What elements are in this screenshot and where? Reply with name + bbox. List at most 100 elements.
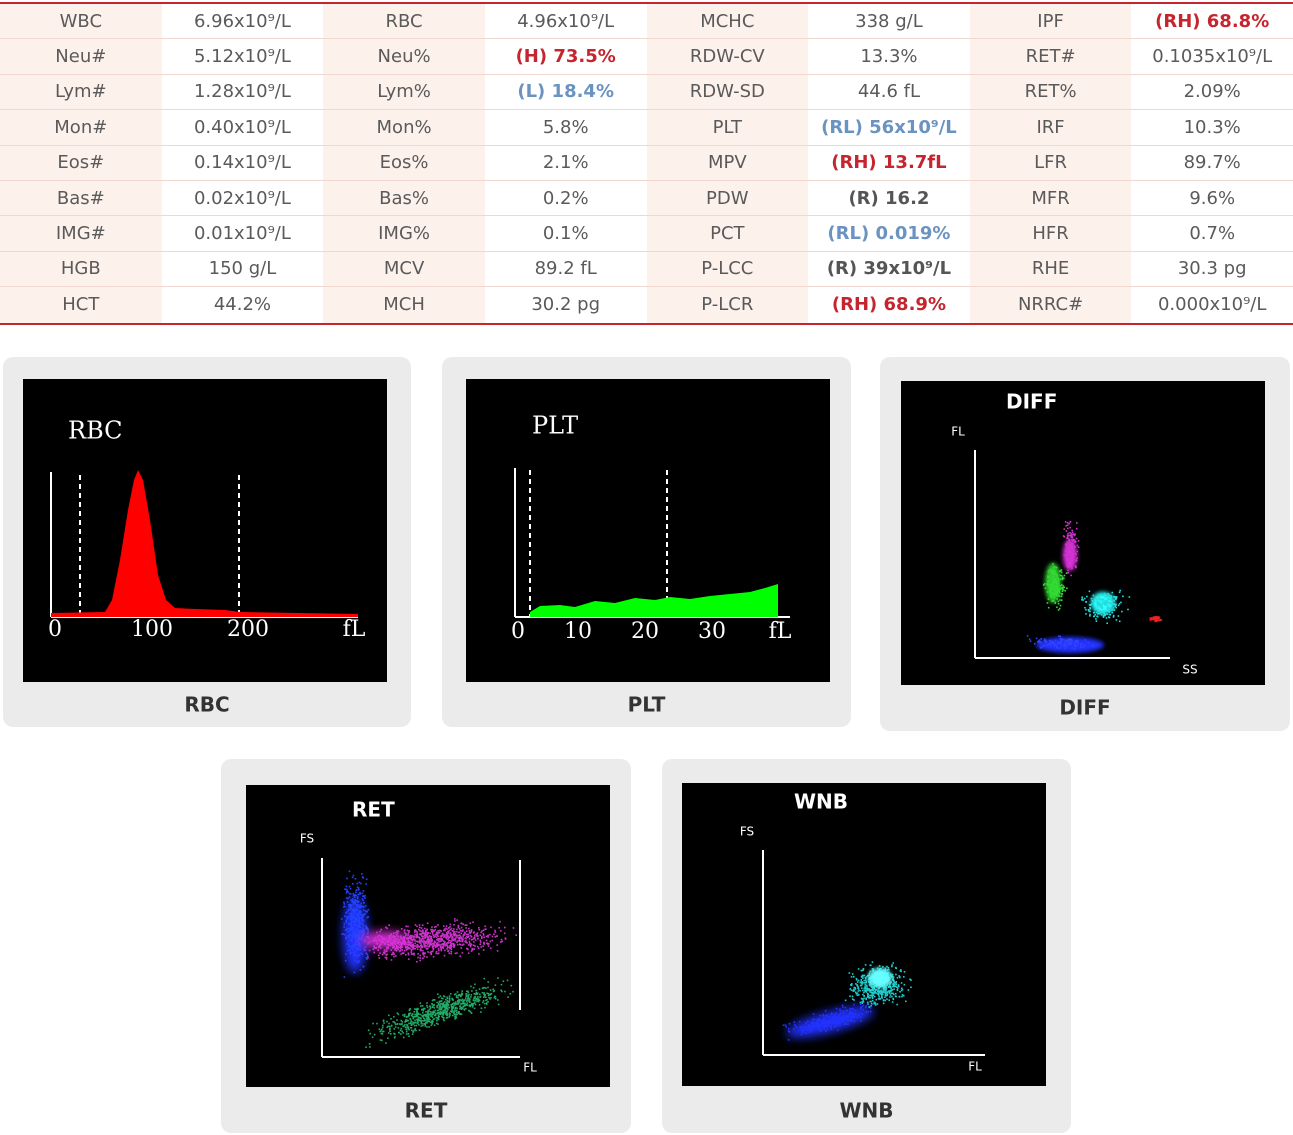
panel-caption: RET: [405, 1099, 448, 1123]
scatter-dot: [459, 999, 462, 1001]
scatter-dot: [458, 940, 460, 942]
scatter-dot: [446, 948, 448, 950]
scatter-dot: [861, 981, 864, 984]
scatter-dot: [350, 916, 352, 919]
scatter-dot: [885, 992, 888, 994]
scatter-dot: [395, 931, 397, 934]
scatter-dot: [895, 973, 897, 976]
scatter-dot: [892, 993, 895, 996]
scatter-dot: [890, 992, 893, 994]
scatter-dot: [452, 942, 455, 945]
scatter-dot: [881, 997, 883, 999]
scatter-dot: [449, 928, 452, 931]
scatter-dot: [864, 983, 866, 986]
scatter-dot: [1055, 593, 1058, 595]
scatter-dot: [1038, 641, 1040, 644]
table-row: WBC 6.96x10⁹/L RBC 4.96x10⁹/L MCHC 338 g/L IPF…: [0, 4, 1293, 40]
scatter-dot: [484, 925, 486, 928]
scatter-dot: [437, 932, 440, 934]
scatter-dot: [818, 1029, 821, 1032]
scatter-dot: [1054, 570, 1056, 573]
scatter-dot: [1069, 526, 1071, 529]
scatter-dot: [883, 989, 886, 991]
scatter-dot: [450, 944, 452, 946]
panel-caption: DIFF: [1059, 696, 1110, 720]
scatter-dot: [1074, 640, 1077, 642]
scatter-dot: [877, 987, 880, 989]
scatter-dot: [382, 1030, 384, 1033]
scatter-dot: [1109, 603, 1111, 606]
scatter-dot: [871, 995, 874, 997]
scatter-dot: [1096, 600, 1099, 602]
scatter-dot: [448, 995, 451, 997]
scatter-dot: [1101, 606, 1104, 609]
scatter-dot: [427, 1019, 429, 1021]
scatter-dot: [1071, 647, 1074, 649]
scatter-dot: [467, 997, 469, 999]
scatter-dot: [1056, 585, 1058, 587]
scatter-dot: [417, 928, 420, 931]
scatter-dot: [426, 1006, 429, 1009]
scatter-dot: [1119, 589, 1122, 592]
scatter-dot: [403, 929, 406, 931]
scatter-dot: [435, 950, 438, 953]
scatter-dot: [1058, 579, 1061, 582]
scatter-dot: [1104, 599, 1107, 602]
scatter-dot: [350, 946, 353, 949]
scatter-dot: [361, 918, 364, 921]
scatter-dot: [418, 1023, 420, 1026]
scatter-dot: [449, 1010, 452, 1013]
scatter-dot: [881, 991, 884, 994]
scatter-dot: [891, 973, 894, 976]
param-name: Bas#: [0, 180, 162, 216]
scatter-dot: [416, 1008, 419, 1011]
scatter-dot: [351, 882, 354, 885]
scatter-dot: [471, 1002, 473, 1005]
scatter-dot: [1103, 611, 1105, 613]
scatter-dot: [1099, 612, 1102, 615]
scatter-dot: [887, 968, 890, 971]
scatter-dot: [798, 1020, 801, 1023]
scatter-dot: [449, 933, 452, 936]
param-value: 0.40x10⁹/L: [193, 116, 291, 138]
scatter-dot: [854, 987, 856, 989]
scatter-dot: [351, 921, 353, 923]
scatter-dot: [837, 1020, 840, 1023]
scatter-dot: [351, 933, 354, 935]
scatter-dot: [436, 942, 439, 944]
scatter-dot: [1155, 619, 1157, 621]
scatter-dot: [1127, 608, 1129, 611]
scatter-dot: [827, 1020, 830, 1022]
scatter-dot: [452, 943, 455, 946]
scatter-dot: [894, 995, 897, 997]
scatter-dot: [463, 1004, 466, 1007]
scatter-dot: [351, 935, 354, 938]
scatter-dot: [404, 1026, 407, 1029]
scatter-dot: [809, 1031, 811, 1033]
scatter-dot: [871, 996, 874, 998]
scatter-dot: [1160, 619, 1163, 621]
scatter-dot: [487, 934, 489, 937]
scatter-dot: [466, 1000, 468, 1003]
scatter-dot: [412, 936, 415, 938]
scatter-dot: [436, 1004, 439, 1007]
scatter-dot: [1070, 565, 1073, 568]
scatter-dot: [1076, 522, 1078, 524]
scatter-dot: [873, 1002, 875, 1005]
scatter-dot: [351, 900, 353, 903]
cluster: [360, 932, 410, 948]
scatter-dot: [435, 952, 437, 955]
scatter-dot: [1080, 642, 1083, 645]
scatter-dot: [487, 943, 489, 945]
scatter-dot: [358, 913, 360, 916]
scatter-dot: [408, 1014, 411, 1017]
param-value: (RL) 0.019%: [827, 223, 951, 245]
scatter-dot: [462, 923, 464, 926]
scatter-dot: [382, 951, 385, 954]
scatter-dot: [421, 924, 424, 926]
scatter-dot: [355, 947, 358, 950]
scatter-dot: [901, 995, 903, 998]
plot-image: [682, 783, 1046, 1086]
scatter-dot: [864, 988, 867, 990]
scatter-dot: [366, 928, 368, 931]
